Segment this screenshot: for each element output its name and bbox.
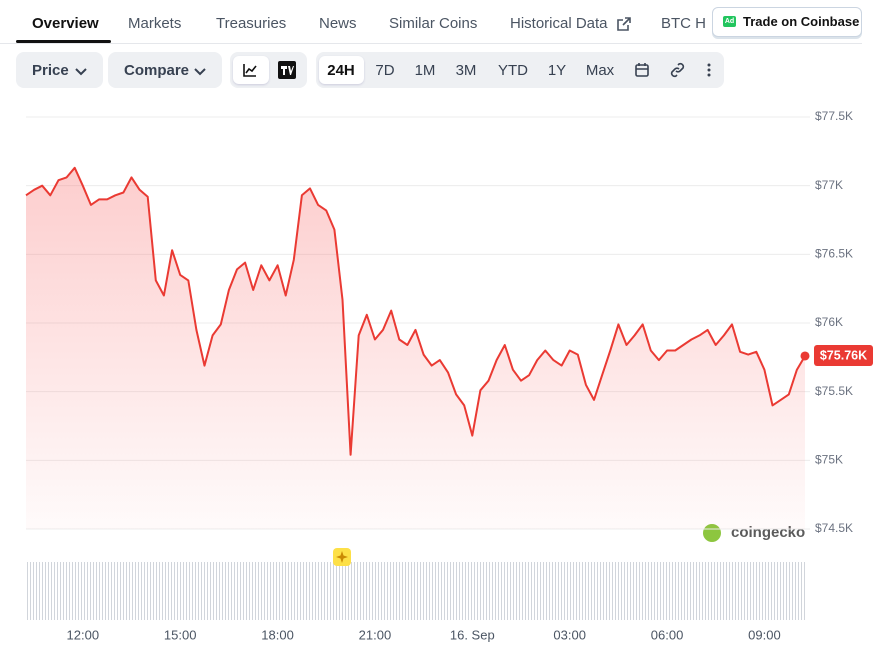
- tab[interactable]: Historical Data: [510, 15, 608, 32]
- last-point: [800, 351, 810, 361]
- price-tag-label: $75.76K: [820, 348, 867, 362]
- tab[interactable]: Similar Coins: [389, 15, 478, 32]
- active-range: [319, 56, 364, 84]
- event-icon: [336, 551, 348, 563]
- range-button[interactable]: YTD: [498, 62, 528, 79]
- tab[interactable]: BTC H: [661, 15, 705, 32]
- compare-label: Compare: [124, 62, 190, 79]
- x-tick-label: 15:00: [164, 627, 197, 642]
- tab[interactable]: Overview: [32, 15, 99, 32]
- volume-bars: [26, 562, 805, 620]
- y-tick-label: $76K: [815, 315, 843, 329]
- y-tick-label: $74.5K: [815, 521, 853, 535]
- x-tick-label: 16. Sep: [450, 627, 495, 642]
- x-tick-label: 12:00: [67, 627, 100, 642]
- calendar-icon[interactable]: [634, 62, 650, 78]
- y-tick-label: $77K: [815, 178, 843, 192]
- tradingview-icon[interactable]: [278, 61, 296, 79]
- chevron: [75, 68, 87, 76]
- price-select[interactable]: [16, 52, 103, 88]
- x-tick-label: 21:00: [359, 627, 392, 642]
- divider: [0, 43, 862, 44]
- range-button[interactable]: 7D: [375, 62, 395, 79]
- y-tick-label: $75K: [815, 453, 843, 467]
- y-tick-label: $75.5K: [815, 384, 853, 398]
- y-tick-label: $76.5K: [815, 247, 853, 261]
- range-button[interactable]: 1M: [414, 62, 436, 79]
- link-icon[interactable]: [669, 62, 686, 78]
- tab[interactable]: Treasuries: [216, 15, 287, 32]
- line-icon: [243, 64, 257, 77]
- range-button[interactable]: 24H: [327, 62, 355, 79]
- price-line: [25, 166, 806, 456]
- active-tab-underline: [16, 40, 111, 43]
- price-tag: [814, 344, 873, 366]
- area-fill: [26, 167, 805, 530]
- ad-badge: Ad: [723, 16, 736, 27]
- x-tick-label: 06:00: [651, 627, 684, 642]
- price-label: Price: [32, 62, 69, 79]
- range-button[interactable]: 3M: [455, 62, 477, 79]
- trade-label: Trade on Coinbase: [743, 14, 860, 29]
- x-tick-label: 03:00: [553, 627, 586, 642]
- chevron: [194, 68, 206, 76]
- tab[interactable]: Markets: [128, 15, 182, 32]
- x-tick-label: 09:00: [748, 627, 781, 642]
- external-link-icon: [617, 17, 631, 31]
- range-button[interactable]: Max: [585, 62, 615, 79]
- y-tick-label: $77.5K: [815, 109, 853, 123]
- range-button[interactable]: 1Y: [547, 62, 567, 79]
- range-group: [316, 52, 724, 88]
- more-icon[interactable]: [702, 62, 716, 78]
- trade-button[interactable]: Ad Trade on Coinbase: [712, 7, 862, 37]
- x-tick-label: 18:00: [261, 627, 294, 642]
- tab-bar: Overview Markets Treasuries News Similar Coi…: [0, 0, 705, 44]
- tab[interactable]: News: [319, 15, 357, 32]
